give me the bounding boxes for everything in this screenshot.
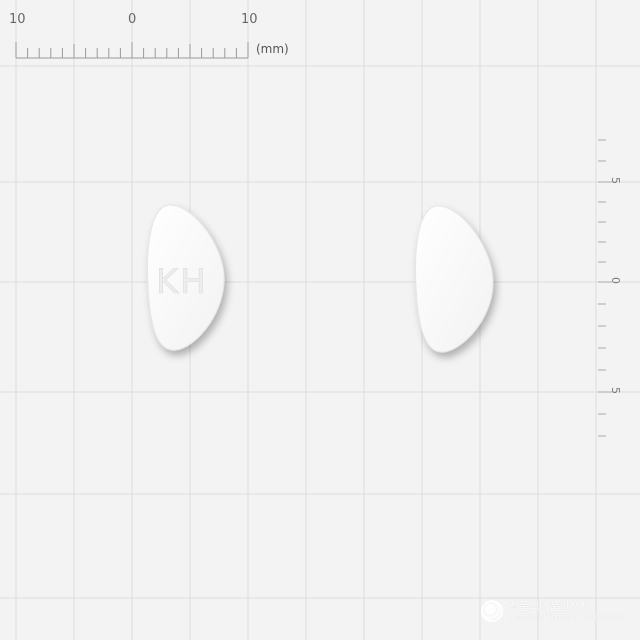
- pill-front: [147, 204, 225, 351]
- watermark-english: Ministry of Food and Drug Safety: [508, 613, 624, 621]
- top-label-right: 10: [241, 12, 258, 27]
- pill-back: [415, 205, 494, 353]
- side-label-center: 0: [609, 277, 622, 284]
- ministry-watermark: 식품의약품안전처 Ministry of Food and Drug Safet…: [480, 600, 624, 622]
- side-ruler: [598, 139, 612, 437]
- top-ruler: [15, 42, 249, 59]
- unit-label: (mm): [256, 42, 289, 56]
- top-label-center: 0: [128, 12, 137, 27]
- side-label-bottom: 5: [609, 387, 622, 394]
- top-label-left: 10: [9, 12, 26, 27]
- side-label-top: 5: [609, 177, 622, 184]
- pill-imprint: KH: [156, 262, 208, 302]
- ministry-logo-icon: [480, 600, 503, 622]
- watermark-korean: 식품의약품안전처: [508, 600, 590, 613]
